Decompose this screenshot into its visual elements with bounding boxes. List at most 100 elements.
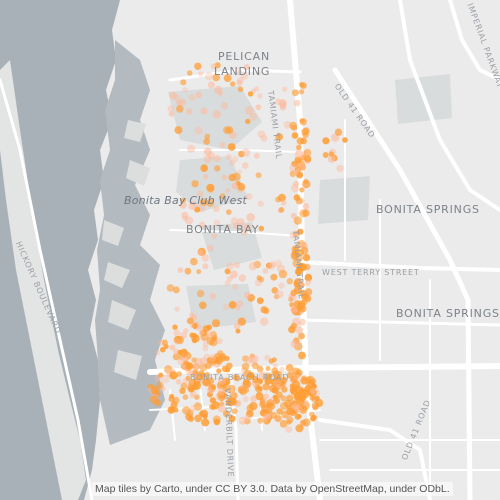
density-dot: [274, 259, 283, 268]
density-dot: [210, 404, 216, 410]
density-dot: [264, 377, 273, 385]
density-dot: [298, 318, 306, 326]
density-dot: [295, 197, 303, 205]
density-dots: [147, 62, 348, 433]
density-dot: [297, 277, 304, 284]
density-dot: [214, 165, 221, 172]
density-dot: [331, 133, 340, 142]
density-dot: [181, 211, 189, 219]
density-dot: [189, 323, 195, 329]
place-label-bonita-springs: BONITA SPRINGS: [376, 203, 480, 216]
density-dot: [302, 179, 311, 189]
density-dot: [210, 384, 216, 390]
density-dot: [275, 290, 284, 299]
density-dot: [268, 384, 277, 393]
density-dot: [228, 173, 237, 182]
density-dot: [248, 356, 256, 364]
density-dot: [167, 105, 175, 112]
density-dot: [190, 257, 198, 266]
density-dot: [267, 262, 276, 271]
density-dot: [195, 91, 203, 99]
density-dot: [286, 371, 294, 379]
place-label-bonita-bay: BONITA BAY: [186, 223, 260, 236]
density-dot: [194, 414, 202, 423]
density-dot: [185, 375, 191, 381]
density-dot: [289, 170, 297, 177]
density-dot: [230, 270, 238, 279]
density-dot: [309, 411, 315, 417]
density-dot: [251, 362, 259, 370]
density-dot: [168, 406, 175, 413]
density-dot: [243, 369, 252, 379]
density-dot: [306, 375, 315, 385]
density-dot: [280, 376, 288, 384]
density-dot: [299, 89, 305, 95]
density-dot: [292, 249, 299, 256]
place-label-bonita-bay-club-west: Bonita Bay Club West: [124, 194, 248, 207]
density-dot: [219, 193, 226, 200]
density-dot: [226, 262, 234, 270]
density-dot: [229, 159, 236, 166]
density-dot: [270, 273, 278, 281]
density-dot: [312, 404, 319, 411]
density-dot: [191, 363, 199, 372]
density-dot: [293, 99, 301, 107]
density-dot: [296, 413, 302, 420]
density-dot: [202, 345, 209, 352]
density-dot: [285, 364, 294, 372]
density-dot: [298, 262, 307, 272]
density-dot: [228, 301, 237, 309]
density-dot: [243, 291, 251, 299]
density-dot: [322, 137, 330, 145]
density-dot: [258, 276, 265, 283]
density-dot: [188, 94, 196, 102]
density-dot: [201, 254, 210, 262]
density-dot: [302, 418, 311, 427]
density-dot: [200, 107, 208, 115]
density-dot: [156, 381, 164, 389]
density-dot: [168, 111, 175, 117]
density-dot: [182, 406, 191, 415]
density-dot: [299, 289, 307, 297]
density-dot: [188, 379, 197, 388]
density-dot: [212, 334, 218, 340]
place-label-pelican: PELICAN: [218, 50, 270, 63]
density-dot: [291, 89, 299, 97]
barrier-island: [0, 60, 86, 500]
density-dot: [275, 133, 284, 141]
density-dot: [242, 380, 251, 389]
density-dot: [173, 329, 181, 337]
density-dot: [232, 283, 239, 290]
density-dot: [255, 172, 262, 179]
density-dot: [293, 180, 300, 187]
density-dot: [238, 274, 246, 282]
density-dot: [257, 386, 263, 392]
density-dot: [297, 228, 304, 235]
density-dot: [257, 417, 264, 424]
density-dot: [204, 72, 214, 81]
map-attribution: Map tiles by Carto, under CC BY 3.0. Dat…: [92, 482, 453, 496]
density-dot: [239, 387, 248, 396]
density-dot: [217, 350, 224, 357]
density-dot: [212, 415, 221, 424]
density-dot: [213, 205, 220, 212]
density-dot: [207, 152, 215, 160]
density-dot: [236, 79, 243, 86]
density-dot: [219, 142, 226, 148]
density-dot: [191, 332, 198, 339]
density-dot: [298, 332, 305, 340]
density-dot: [180, 382, 188, 390]
density-dot: [275, 391, 283, 398]
density-dot: [290, 183, 300, 193]
density-dot: [200, 164, 208, 172]
density-dot: [271, 287, 279, 294]
density-dot: [224, 355, 230, 361]
density-dot: [197, 249, 204, 256]
density-dot: [222, 174, 228, 181]
density-dot: [169, 91, 177, 100]
density-dot: [202, 341, 209, 348]
density-dot: [293, 216, 302, 225]
density-dot: [235, 305, 241, 311]
density-dot: [250, 395, 257, 403]
